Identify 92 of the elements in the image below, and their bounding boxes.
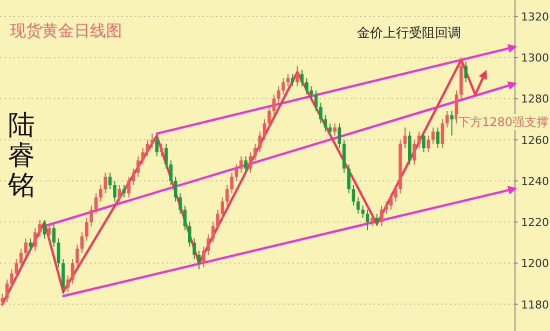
candlestick <box>84 217 88 242</box>
candlestick <box>104 172 107 194</box>
candlestick <box>42 219 46 239</box>
candlestick <box>417 131 421 149</box>
y-tick-label: 1260 <box>521 134 549 147</box>
candlestick <box>24 238 28 258</box>
candlestick <box>33 228 37 252</box>
candlestick <box>282 78 285 96</box>
candlestick <box>70 258 74 284</box>
candlestick <box>164 143 168 170</box>
y-tick-label: 1180 <box>521 298 549 312</box>
candlestick <box>258 131 262 153</box>
candlestick <box>234 164 238 182</box>
candlestick <box>380 205 384 227</box>
candlestick <box>48 224 51 239</box>
y-tick-label: 1320 <box>521 10 549 24</box>
candlestick <box>412 139 416 165</box>
candlestick <box>426 135 430 153</box>
candlestick <box>118 184 122 202</box>
candlestick <box>254 143 257 161</box>
candlestick <box>99 184 102 202</box>
candlestick <box>450 110 454 136</box>
candlestick <box>361 205 364 218</box>
candlestick <box>169 160 173 186</box>
candlestick <box>150 133 154 149</box>
candlestick <box>436 126 440 149</box>
candlestick <box>178 192 182 214</box>
y-tick-label: 1200 <box>521 257 549 270</box>
candlestick <box>422 131 426 153</box>
y-tick-label: 1220 <box>521 216 549 230</box>
y-tick-label: 1240 <box>521 174 549 188</box>
y-tick-label: 1300 <box>521 52 549 65</box>
candlestick <box>244 156 248 174</box>
candlestick <box>290 74 294 87</box>
candlestick <box>239 156 243 174</box>
candlestick <box>174 176 178 202</box>
candlestick <box>356 196 360 214</box>
candlestick <box>305 78 308 96</box>
candlestick <box>440 118 444 149</box>
candlestick <box>268 106 271 128</box>
candlestick <box>202 246 206 268</box>
candlestick <box>220 196 224 218</box>
candlestick <box>370 213 374 227</box>
candlestick <box>141 148 144 165</box>
candlestick <box>296 65 299 87</box>
annotation: 下方1280强支撑 <box>458 115 549 129</box>
candlestick <box>347 164 350 194</box>
candlestick <box>66 274 70 292</box>
candlestick <box>324 114 328 132</box>
candlestick <box>314 90 318 112</box>
candlestick <box>464 61 468 83</box>
candlestick <box>445 110 449 128</box>
candlestick <box>10 268 14 288</box>
candlestick <box>230 172 234 194</box>
candlestick <box>183 205 187 231</box>
candlestick <box>333 122 336 136</box>
candlestick <box>375 213 379 227</box>
candlestick <box>52 224 56 248</box>
candlestick <box>5 279 9 303</box>
candlestick <box>76 244 79 268</box>
candlestick <box>384 200 388 214</box>
candlestick <box>352 184 356 206</box>
candlestick <box>56 238 60 268</box>
annotation: 金价上行受阻回调 <box>357 26 461 41</box>
candlestick <box>206 234 210 256</box>
candlestick <box>211 222 215 244</box>
text: 现货黄金日线图 <box>10 21 122 40</box>
candlestick <box>394 184 398 202</box>
candlestick <box>136 156 140 178</box>
candlestick <box>122 184 126 198</box>
candlestick <box>338 122 342 149</box>
annotation: 陆睿铭 <box>7 110 35 201</box>
candlestick <box>38 219 42 237</box>
candlestick <box>248 152 252 174</box>
candlestick <box>319 102 322 124</box>
candlestick <box>431 126 435 144</box>
y-tick-label: 1280 <box>521 92 549 106</box>
candlestick <box>188 222 192 248</box>
candlestick <box>403 126 407 149</box>
candlestick <box>225 184 229 206</box>
candlestick <box>192 238 196 260</box>
candlestick <box>272 94 276 116</box>
candlestick <box>216 209 220 231</box>
candlestick <box>90 205 93 227</box>
candlestick <box>113 180 116 202</box>
candlestick <box>155 135 158 157</box>
candlestick <box>127 176 130 198</box>
candlestick <box>310 86 313 100</box>
candlestick <box>132 168 136 186</box>
candlestick <box>0 293 4 307</box>
candlestick <box>14 258 18 278</box>
candlestick <box>80 232 84 254</box>
